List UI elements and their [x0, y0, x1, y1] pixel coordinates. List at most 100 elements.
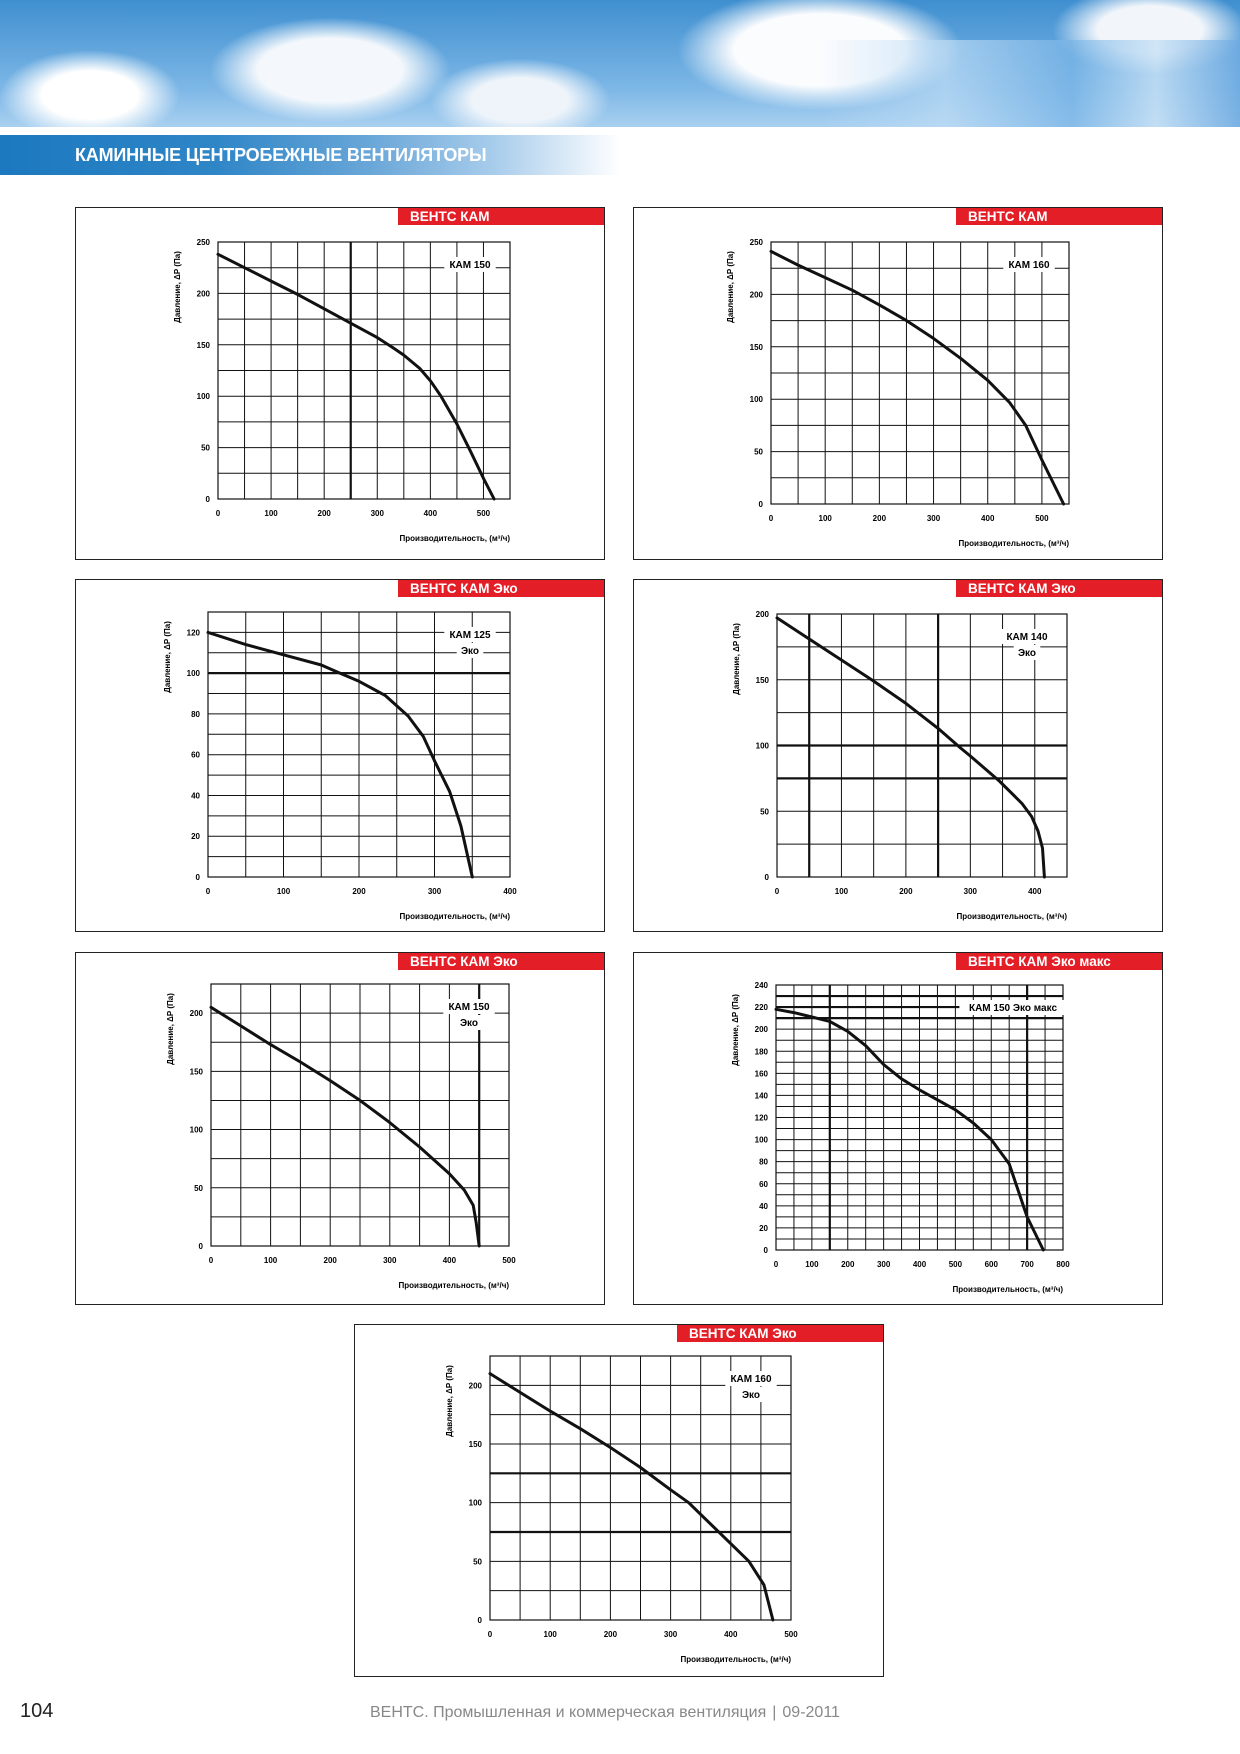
chart-svg: 0 100 200 300 400 0 50 100 150 200 Производительно…: [732, 610, 1068, 921]
y-tick-label: 0: [206, 495, 211, 504]
plot-border: [775, 984, 1064, 1251]
x-tick-label: 0: [769, 514, 774, 523]
y-axis-label: Давление, ΔP (Па): [173, 251, 182, 323]
x-axis-label: Производительность, (м³/ч): [953, 1285, 1064, 1294]
legend-bg: [456, 643, 484, 658]
x-tick-label: 500: [1035, 514, 1049, 523]
plot-border: [217, 241, 511, 500]
y-tick-label: 150: [750, 343, 764, 352]
y-tick-label: 60: [759, 1180, 768, 1189]
y-tick-label: 240: [755, 981, 769, 990]
y-tick-label: 50: [201, 444, 210, 453]
performance-curve: [769, 249, 1066, 506]
x-tick-label: 500: [784, 1630, 798, 1639]
x-tick-label: 400: [503, 887, 517, 896]
plot-border: [210, 983, 510, 1247]
y-tick-label: 0: [764, 1246, 769, 1255]
x-tick-label: 100: [544, 1630, 558, 1639]
y-tick-label: 150: [756, 676, 770, 685]
x-axis-label: Производительность, (м³/ч): [957, 912, 1068, 921]
legend-bg: [1003, 257, 1055, 272]
x-tick-label: 0: [216, 509, 221, 518]
x-tick-label: 400: [1028, 887, 1042, 896]
y-tick-label: 60: [191, 751, 200, 760]
plot-border: [207, 611, 511, 878]
y-tick-label: 0: [199, 1242, 204, 1251]
y-tick-label: 140: [755, 1091, 769, 1100]
publication-date: 09-2011: [782, 1704, 840, 1721]
chart-svg: 0 100 200 300 400 500 600 700 800 0 20 40 60 80 100 120…: [731, 981, 1070, 1294]
x-tick-label: 200: [352, 887, 366, 896]
y-tick-label: 50: [473, 1557, 482, 1566]
y-tick-label: 200: [190, 1009, 204, 1018]
x-tick-label: 0: [206, 887, 211, 896]
performance-curve: [774, 1007, 1045, 1252]
y-tick-label: 0: [478, 1616, 483, 1625]
x-tick-label: 100: [819, 514, 833, 523]
y-tick-label: 100: [197, 392, 211, 401]
y-tick-label: 200: [469, 1381, 483, 1390]
model-series-badge: ВЕНТС КАМ Эко: [398, 580, 604, 597]
legend-bg: [959, 1000, 1067, 1015]
x-axis-label: Производительность, (м³/ч): [399, 1281, 510, 1290]
y-tick-label: 180: [755, 1047, 769, 1056]
y-tick-label: 250: [197, 238, 211, 247]
x-tick-label: 300: [927, 514, 941, 523]
performance-curve: [209, 1005, 481, 1248]
chart-svg: 0 100 200 300 400 500 0 50 100 150 200 250 Производи…: [173, 238, 511, 543]
legend-label: Эко: [742, 1390, 760, 1401]
chart-svg: 0 100 200 300 400 500 0 50 100 150 200 250 Производи…: [726, 238, 1070, 548]
x-tick-label: 500: [477, 509, 491, 518]
x-axis-label: Производительность, (м³/ч): [400, 534, 511, 543]
y-tick-label: 200: [197, 289, 211, 298]
y-axis-label: Давление, ΔP (Па): [732, 623, 741, 695]
x-tick-label: 100: [835, 887, 849, 896]
x-tick-label: 0: [488, 1630, 493, 1639]
legend-label: КАМ 125: [449, 630, 491, 641]
legend-bg: [444, 257, 496, 272]
y-tick-label: 120: [755, 1114, 769, 1123]
plot-border: [489, 1355, 792, 1621]
y-tick-label: 200: [756, 610, 770, 619]
model-series-badge: ВЕНТС КАМ Эко: [398, 953, 604, 970]
x-tick-label: 0: [209, 1256, 214, 1265]
y-tick-label: 20: [759, 1224, 768, 1233]
x-tick-label: 200: [324, 1256, 338, 1265]
publication-title: ВЕНТС. Промышленная и коммерческая венти…: [370, 1704, 767, 1721]
y-tick-label: 200: [755, 1025, 769, 1034]
y-axis-label: Давление, ΔP (Па): [726, 251, 735, 323]
y-tick-label: 50: [760, 807, 769, 816]
x-tick-label: 200: [841, 1260, 855, 1269]
x-axis-label: Производительность, (м³/ч): [400, 912, 511, 921]
y-tick-label: 160: [755, 1069, 769, 1078]
x-tick-label: 200: [899, 887, 913, 896]
legend-label: Эко: [1018, 648, 1036, 659]
x-tick-label: 300: [371, 509, 385, 518]
sky-banner: [0, 0, 1240, 127]
performance-curve: [775, 616, 1046, 879]
x-tick-label: 500: [502, 1256, 516, 1265]
y-tick-label: 20: [191, 832, 200, 841]
x-tick-label: 100: [264, 1256, 278, 1265]
chart-svg: 0 100 200 300 400 500 0 50 100 150 200 Производител…: [445, 1355, 798, 1664]
y-tick-label: 50: [754, 448, 763, 457]
x-tick-label: 600: [985, 1260, 999, 1269]
y-tick-label: 150: [197, 341, 211, 350]
x-tick-label: 400: [981, 514, 995, 523]
x-tick-label: 100: [264, 509, 278, 518]
x-axis-label: Производительность, (м³/ч): [681, 1655, 792, 1664]
y-axis-label: Давление, ΔP (Па): [731, 994, 740, 1066]
x-tick-label: 300: [877, 1260, 891, 1269]
y-tick-label: 100: [190, 1126, 204, 1135]
x-tick-label: 400: [443, 1256, 457, 1265]
x-tick-label: 200: [873, 514, 887, 523]
x-tick-label: 300: [964, 887, 978, 896]
section-title: КАМИННЫЕ ЦЕНТРОБЕЖНЫЕ ВЕНТИЛЯТОРЫ: [75, 145, 487, 165]
y-tick-label: 250: [750, 238, 764, 247]
model-series-badge: ВЕНТС КАМ Эко: [677, 1325, 883, 1342]
x-tick-label: 400: [724, 1630, 738, 1639]
y-tick-label: 100: [750, 395, 764, 404]
y-axis-label: Давление, ΔP (Па): [163, 621, 172, 693]
x-tick-label: 100: [277, 887, 291, 896]
plot-border: [776, 613, 1068, 878]
